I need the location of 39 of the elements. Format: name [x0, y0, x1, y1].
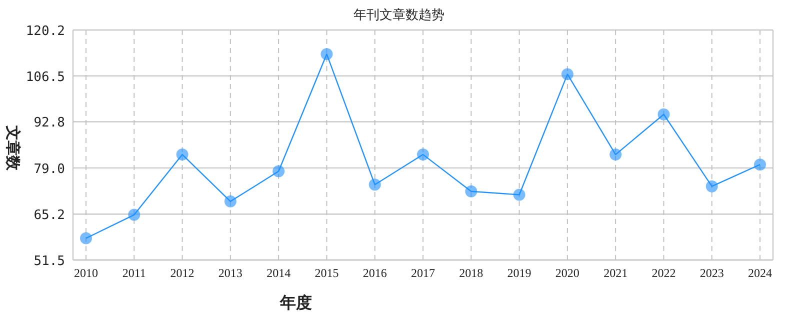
y-tick-label: 120.2 — [26, 24, 65, 39]
x-axis-title: 年度 — [279, 293, 312, 312]
y-tick-label: 79.0 — [34, 162, 65, 177]
point — [320, 48, 333, 60]
x-tick-label: 2013 — [218, 266, 242, 280]
y-tick-label: 92.8 — [34, 116, 65, 131]
x-tick-label: 2019 — [507, 266, 532, 280]
x-tick-label: 2022 — [652, 266, 676, 280]
y-tick-label: 65.2 — [34, 208, 65, 224]
y-axis-title: 文章数 — [4, 124, 22, 172]
point — [272, 165, 285, 178]
x-tick-label: 2012 — [170, 266, 194, 280]
x-tick-label: 2014 — [266, 266, 291, 280]
point — [610, 148, 622, 161]
point — [754, 158, 766, 171]
y-tick-label: 106.5 — [26, 70, 65, 85]
point — [417, 148, 429, 161]
x-tick-label: 2010 — [74, 266, 98, 280]
point — [658, 108, 670, 120]
point — [465, 185, 478, 198]
x-tick-label: 2018 — [459, 266, 484, 280]
x-tick-label: 2017 — [411, 266, 435, 280]
point — [368, 178, 381, 191]
point — [513, 188, 526, 201]
point — [176, 148, 188, 161]
point — [224, 195, 236, 208]
y-tick-label: 51.5 — [34, 254, 65, 269]
point — [80, 232, 92, 244]
x-tick-label: 2015 — [314, 266, 339, 280]
x-tick-label: 2023 — [700, 266, 724, 280]
x-tick-label: 2021 — [604, 266, 628, 280]
x-tick-label: 2020 — [555, 266, 580, 280]
point — [706, 180, 718, 192]
point — [128, 208, 140, 221]
point — [561, 68, 574, 80]
chart-title: 年刊文章数趋势 — [354, 8, 444, 23]
x-tick-label: 2011 — [122, 266, 146, 280]
x-tick-label: 2016 — [362, 266, 387, 280]
x-tick-label: 2024 — [748, 266, 772, 280]
